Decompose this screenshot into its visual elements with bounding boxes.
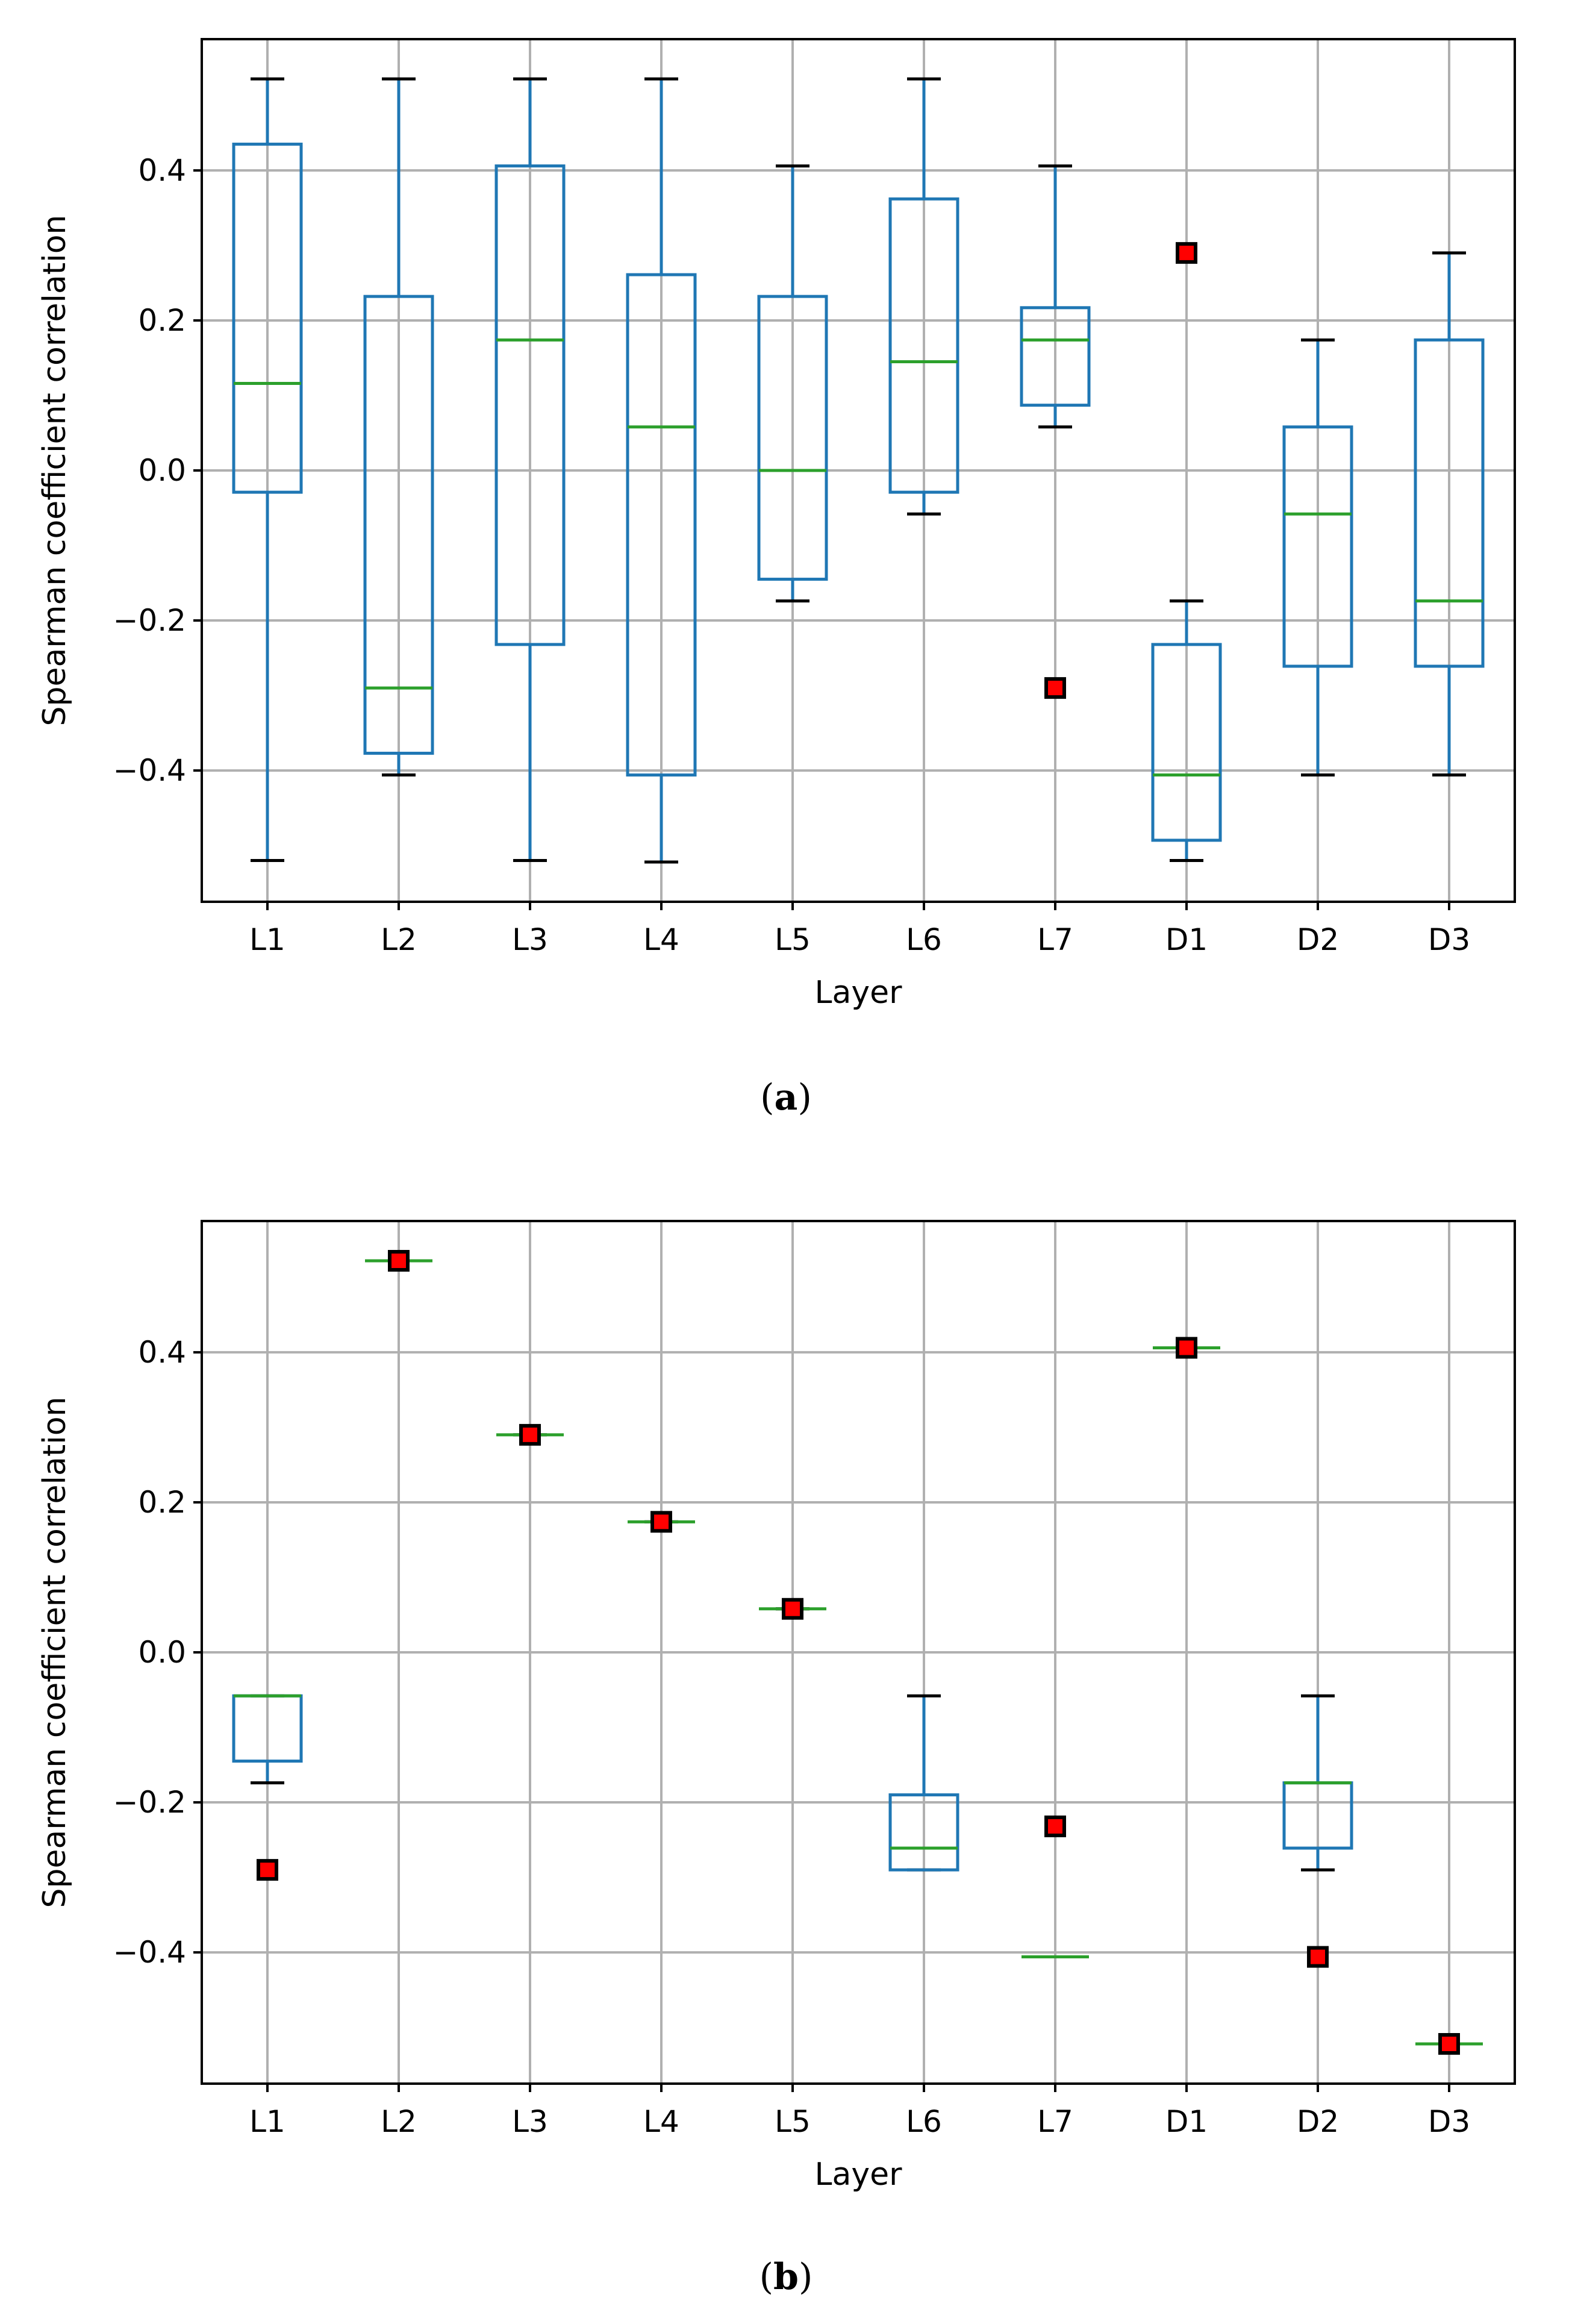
panel-a-ytick-label: 0.4 (138, 153, 186, 188)
panel-b-caption: (b) (759, 2256, 813, 2298)
outlier-marker (1044, 677, 1066, 699)
panel-a-y-ticks: −0.4 −0.2 0.0 0.2 0.4 (113, 153, 202, 788)
iqr-box (757, 295, 828, 581)
panel-b-box-l1 (232, 1694, 303, 1881)
outlier-marker (1044, 1815, 1066, 1837)
panel-b-ytick-label: −0.4 (113, 1935, 186, 1970)
outlier-marker (388, 1249, 410, 1272)
panel-b-box-l2 (365, 1249, 432, 1272)
panel-b-grid (202, 1221, 1515, 2084)
outlier-marker (1176, 1337, 1197, 1359)
panel-b-box-l5 (759, 1598, 826, 1620)
panel-b-box-d3 (1415, 2033, 1483, 2055)
panel-b-caption-letter: b (773, 2256, 799, 2298)
panel-b-xtick-label: L2 (381, 2104, 417, 2139)
iqr-box (1414, 338, 1485, 668)
panel-a-box-l6 (888, 77, 959, 516)
panel-a-box-d1 (1151, 242, 1222, 863)
panel-a-boxplot: −0.4 −0.2 0.0 0.2 0.4 L1 L2 L3 L4 L5 L6 L7 D1 D2 D3 L… (37, 38, 1516, 1119)
panel-a-caption-letter: a (775, 1076, 798, 1119)
panel-a-box-l3 (494, 77, 566, 863)
panel-a-ytick-label: 0.0 (138, 453, 186, 488)
panel-b-xtick-label: D2 (1297, 2104, 1339, 2139)
panel-a-box-l4 (626, 77, 697, 864)
panel-a-ytick-label: −0.4 (113, 753, 186, 788)
panel-a-y-axis-label: Spearman coefficient correlation (37, 215, 73, 726)
outlier-marker (1176, 242, 1197, 264)
panel-a-xtick-label: D2 (1297, 922, 1339, 957)
iqr-box (1151, 643, 1222, 842)
panel-b-boxes (232, 1249, 1483, 2055)
panel-a-box-d3 (1414, 251, 1485, 777)
panel-b-xtick-label: D1 (1165, 2104, 1208, 2139)
panel-b-xtick-label: L5 (775, 2104, 811, 2139)
iqr-box (888, 1793, 959, 1872)
panel-b-boxplot: −0.4 −0.2 0.0 0.2 0.4 L1 L2 L3 L4 L5 L6 L7 D1 D2 D3 L… (37, 1220, 1516, 2298)
panel-b-xtick-label: L7 (1037, 2104, 1073, 2139)
panel-b-x-ticks: L1 L2 L3 L4 L5 L6 L7 D1 D2 D3 (249, 2084, 1470, 2139)
panel-a-xtick-label: L5 (775, 922, 811, 957)
iqr-box (363, 295, 434, 755)
iqr-box (232, 142, 303, 494)
panel-b-xtick-label: L6 (906, 2104, 942, 2139)
panel-b-xtick-label: D3 (1428, 2104, 1470, 2139)
panel-b-box-l7 (1021, 1815, 1089, 1959)
panel-a-box-d2 (1282, 338, 1353, 777)
panel-b-xtick-label: L3 (512, 2104, 548, 2139)
panel-a-xtick-label: D1 (1165, 922, 1208, 957)
outlier-marker (1307, 1946, 1329, 1968)
outlier-marker (519, 1423, 541, 1446)
iqr-box (626, 273, 697, 777)
iqr-box (1282, 425, 1353, 668)
outlier-marker (782, 1598, 803, 1620)
outlier-marker (257, 1859, 278, 1881)
panel-a-xtick-label: L6 (906, 922, 942, 957)
panel-a-box-l2 (363, 77, 434, 777)
panel-b-ytick-label: −0.2 (113, 1785, 186, 1820)
panel-b-ytick-label: 0.0 (138, 1635, 186, 1670)
panel-a-xtick-label: D3 (1428, 922, 1470, 957)
panel-b-y-ticks: −0.4 −0.2 0.0 0.2 0.4 (113, 1335, 202, 1970)
panel-a-xtick-label: L4 (643, 922, 679, 957)
panel-b-box-l6 (888, 1694, 959, 1872)
panel-b-xtick-label: L4 (643, 2104, 679, 2139)
panel-b-box-d2 (1282, 1694, 1353, 1968)
panel-b-xtick-label: L1 (249, 2104, 285, 2139)
outlier-marker (650, 1511, 672, 1533)
outlier-marker (1438, 2033, 1460, 2055)
panel-b-ytick-label: 0.4 (138, 1335, 186, 1370)
panel-a-ytick-label: 0.2 (138, 303, 186, 338)
panel-a-boxes (232, 77, 1485, 864)
panel-a-xtick-label: L1 (249, 922, 285, 957)
panel-b-box-d1 (1153, 1337, 1220, 1359)
panel-a-x-axis-label: Layer (815, 975, 903, 1011)
panel-a-box-l1 (232, 77, 303, 863)
panel-a-box-l5 (757, 164, 828, 603)
panel-a-box-l7 (1020, 164, 1091, 699)
panel-a-xtick-label: L2 (381, 922, 417, 957)
panel-b-ytick-label: 0.2 (138, 1485, 186, 1520)
panel-a-xtick-label: L3 (512, 922, 548, 957)
panel-a-caption: (a) (760, 1076, 812, 1119)
panel-b-y-axis-label: Spearman coefficient correlation (37, 1397, 73, 1908)
panel-b-box-l4 (628, 1511, 695, 1533)
panel-a-x-ticks: L1 L2 L3 L4 L5 L6 L7 D1 D2 D3 (249, 902, 1470, 957)
panel-b-x-axis-label: Layer (815, 2157, 903, 2193)
iqr-box (494, 164, 566, 646)
panel-b-box-l3 (496, 1423, 564, 1446)
panel-a-xtick-label: L7 (1037, 922, 1073, 957)
iqr-box (888, 197, 959, 494)
iqr-box (1020, 306, 1091, 407)
panel-a-ytick-label: −0.2 (113, 603, 186, 638)
